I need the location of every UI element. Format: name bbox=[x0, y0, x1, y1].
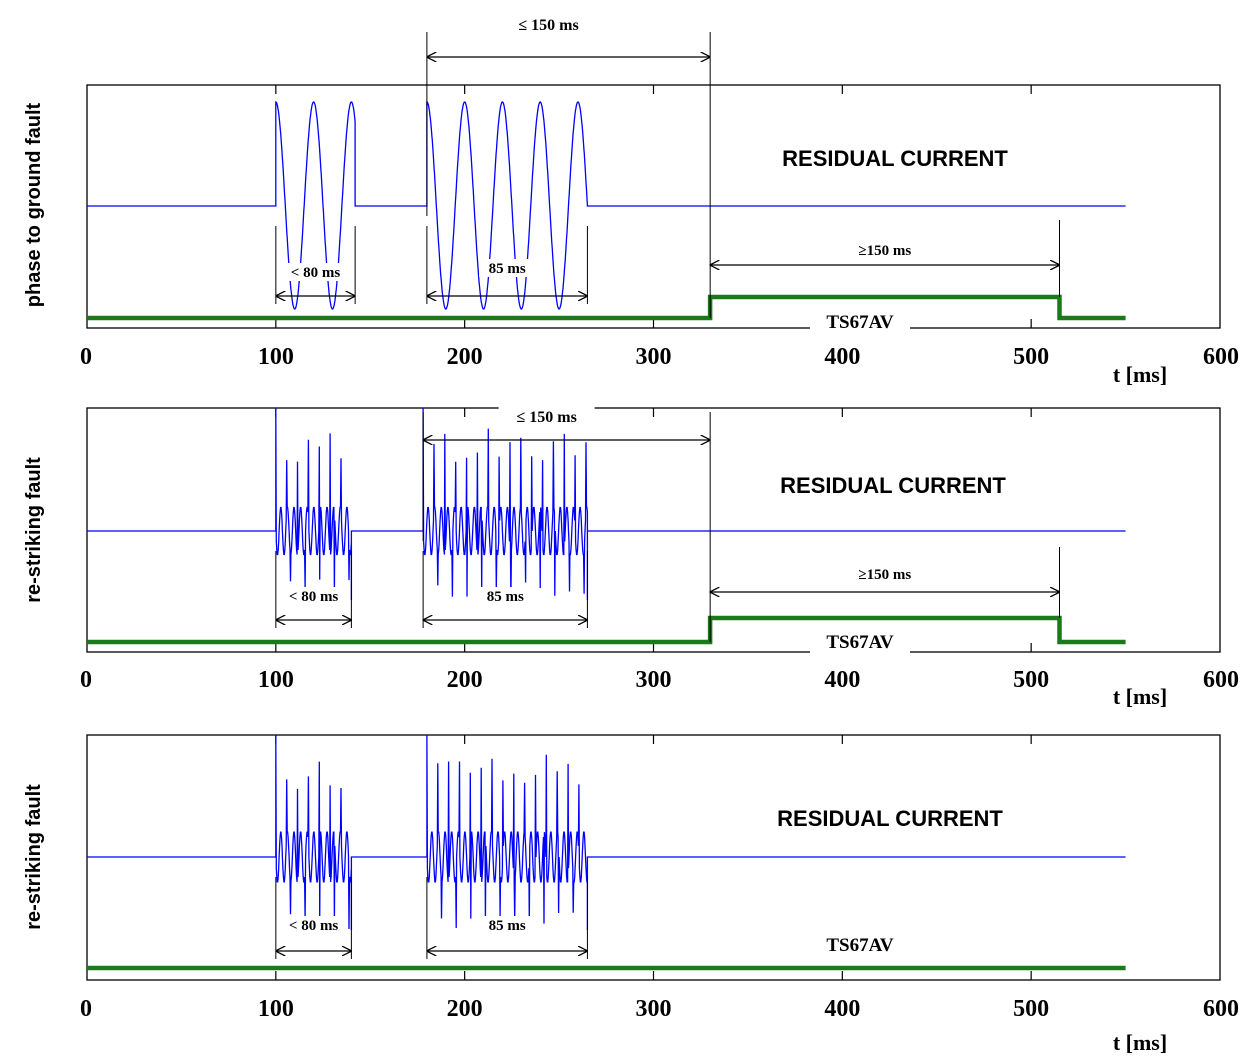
x-axis-label: t [ms] bbox=[1113, 362, 1167, 387]
x-tick-label: 200 bbox=[447, 667, 483, 693]
burst2-duration-label: 85 ms bbox=[489, 918, 526, 934]
x-tick-label: 100 bbox=[258, 996, 294, 1022]
burst2-duration-label: 85 ms bbox=[487, 589, 524, 605]
x-tick-label: 500 bbox=[1013, 667, 1049, 693]
burst1-duration-label: < 80 ms bbox=[289, 918, 339, 934]
x-tick-label: 500 bbox=[1013, 344, 1049, 370]
gap-duration-label: ≤ 150 ms bbox=[518, 17, 578, 34]
residual-current-label: RESIDUAL CURRENT bbox=[780, 473, 1006, 498]
x-tick-label: 400 bbox=[824, 344, 860, 370]
plot-frame bbox=[86, 407, 1221, 653]
x-tick-label: 300 bbox=[636, 996, 672, 1022]
burst2-label-bg bbox=[479, 916, 536, 934]
chart-panel-1: 0 100 200 300 400 500 600 t [ms] phase to ground… bbox=[23, 15, 1239, 387]
ts67av-label-bg bbox=[810, 633, 910, 653]
output-duration-label: ≥150 ms bbox=[858, 243, 911, 259]
x-tick-label: 600 bbox=[1203, 667, 1239, 693]
residual-current-series bbox=[87, 407, 1126, 600]
ts67av-label: TS67AV bbox=[826, 312, 894, 333]
y-axis-label: re-striking fault bbox=[23, 457, 45, 603]
burst1-label-bg bbox=[279, 587, 348, 605]
burst1-label-bg bbox=[281, 263, 350, 281]
burst2-label-bg bbox=[477, 587, 534, 605]
residual-current-label: RESIDUAL CURRENT bbox=[782, 146, 1008, 171]
x-tick-label: 600 bbox=[1203, 344, 1239, 370]
x-tick-label: 400 bbox=[824, 996, 860, 1022]
x-axis-label: t [ms] bbox=[1113, 684, 1167, 709]
output-duration-label: ≥150 ms bbox=[858, 567, 911, 583]
x-tick-label: 0 bbox=[80, 996, 92, 1022]
burst2-duration-label: 85 ms bbox=[489, 261, 526, 277]
residual-current-series bbox=[87, 734, 1126, 930]
x-tick-label: 600 bbox=[1203, 996, 1239, 1022]
x-tick-label: 100 bbox=[258, 667, 294, 693]
burst1-label-bg bbox=[279, 916, 348, 934]
y-axis-label: phase to ground fault bbox=[23, 102, 45, 307]
x-tick-label: 0 bbox=[80, 344, 92, 370]
ts67av-label-bg bbox=[810, 313, 910, 333]
burst1-duration-label: < 80 ms bbox=[291, 265, 341, 281]
x-tick-label: 0 bbox=[80, 667, 92, 693]
x-tick-label: 300 bbox=[636, 344, 672, 370]
x-tick-label: 300 bbox=[636, 667, 672, 693]
ts67av-label: TS67AV bbox=[826, 632, 894, 653]
x-tick-label: 400 bbox=[824, 667, 860, 693]
gap-duration-label: ≤ 150 ms bbox=[516, 409, 576, 426]
chart-panel-2: 0 100 200 300 400 500 600 t [ms] re-striking fau… bbox=[23, 407, 1239, 709]
chart-panel-3: 0 100 200 300 400 500 600 t [ms] re-striking fau… bbox=[23, 734, 1239, 1055]
x-tick-label: 100 bbox=[258, 344, 294, 370]
gap-label-bg bbox=[500, 15, 597, 35]
x-tick-label: 200 bbox=[447, 344, 483, 370]
ts67av-output-series bbox=[87, 294, 1126, 321]
ts67av-label: TS67AV bbox=[826, 935, 894, 956]
burst2-label-bg bbox=[479, 259, 536, 277]
x-axis-label: t [ms] bbox=[1113, 1030, 1167, 1055]
residual-current-series bbox=[87, 101, 1126, 310]
ts67av-output-series bbox=[87, 615, 1126, 645]
x-tick-label: 200 bbox=[447, 996, 483, 1022]
x-tick-label: 500 bbox=[1013, 996, 1049, 1022]
burst1-duration-label: < 80 ms bbox=[289, 589, 339, 605]
ts67av-label-bg bbox=[810, 936, 910, 956]
gap-label-bg bbox=[498, 407, 595, 427]
residual-current-label: RESIDUAL CURRENT bbox=[777, 806, 1003, 831]
y-axis-label: re-striking fault bbox=[23, 784, 45, 930]
